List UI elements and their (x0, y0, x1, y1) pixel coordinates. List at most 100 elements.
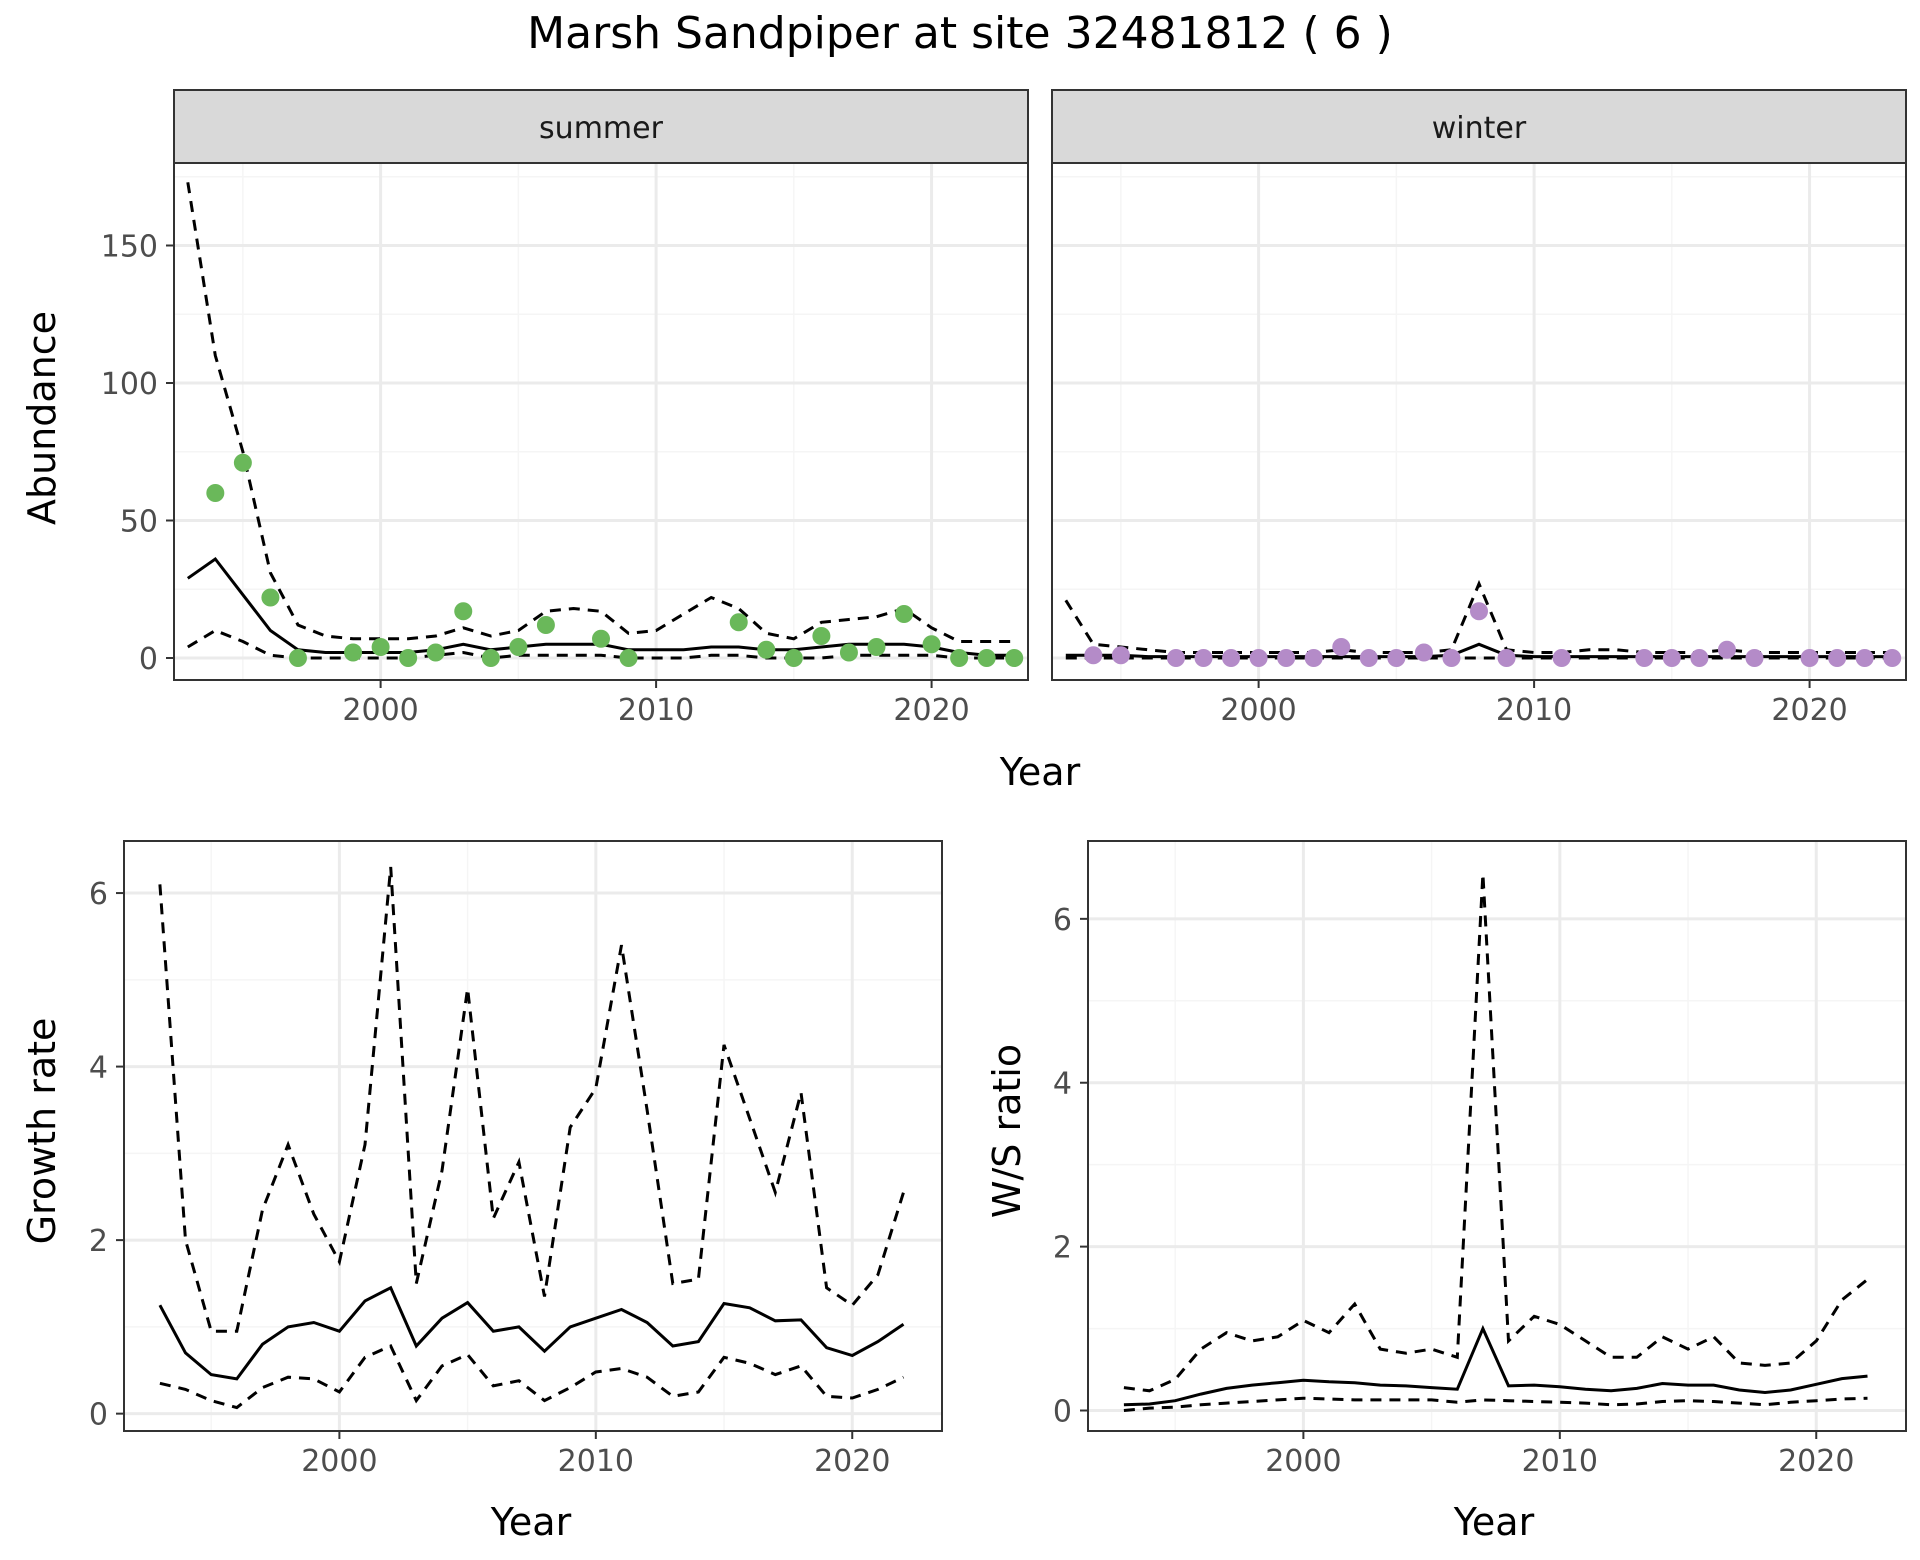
data-point (1552, 649, 1571, 667)
data-point (592, 629, 610, 648)
x-tick-label: 2020 (1771, 693, 1847, 728)
data-point (371, 638, 390, 656)
x-tick-label: 2000 (1220, 693, 1296, 728)
data-point (1005, 649, 1024, 667)
x-tick-label: 2000 (1265, 1444, 1341, 1479)
panel-border (123, 840, 943, 1432)
y-tick-label: 6 (89, 877, 108, 912)
data-point (1084, 646, 1103, 665)
facet-strip (1051, 89, 1907, 164)
y-tick-label: 2 (1053, 1231, 1072, 1266)
data-point (1497, 649, 1516, 667)
data-point (1828, 649, 1847, 667)
data-point (1717, 640, 1736, 659)
data-point (1304, 649, 1323, 667)
ws-ratio-panel: 2000 2010 2020 0 2 4 6 (1053, 840, 1907, 1479)
data-point (1332, 638, 1351, 656)
y-tick-label: 0 (139, 642, 158, 677)
data-point (454, 602, 473, 621)
abundance-winter-panel: 2000 2010 2020 winter (1051, 89, 1907, 728)
data-point (1635, 649, 1654, 667)
data-point (977, 649, 996, 667)
data-point (1855, 649, 1874, 667)
data-point (1249, 649, 1268, 667)
x-tick-label: 2020 (814, 1444, 890, 1479)
x-tick-label: 2010 (1522, 1444, 1598, 1479)
ratio-x-axis-title: Year (1453, 1500, 1535, 1544)
data-point (867, 638, 886, 656)
lower-bound-line (159, 1344, 905, 1410)
data-point (206, 484, 225, 502)
data-point (233, 453, 252, 472)
y-tick-label: 150 (101, 230, 158, 265)
x-tick-label: 2010 (618, 693, 694, 728)
y-tick-label: 6 (1053, 903, 1072, 938)
data-point (1222, 649, 1241, 667)
data-point (1414, 643, 1433, 662)
y-tick-label: 0 (1053, 1395, 1072, 1430)
data-point (1194, 649, 1213, 667)
panel-background (174, 163, 1028, 680)
growth-y-axis-title: Growth rate (20, 1018, 64, 1245)
x-tick-label: 2010 (558, 1444, 634, 1479)
data-point (288, 649, 307, 667)
growth-rate-panel: 2000 2010 2020 0 2 4 6 (89, 840, 943, 1479)
data-point (1662, 649, 1681, 667)
data-point (895, 605, 914, 623)
data-point (784, 649, 803, 667)
lower-bound-line (187, 628, 1015, 660)
data-point (1470, 602, 1488, 621)
data-point (1387, 649, 1406, 667)
y-tick-label: 0 (89, 1398, 108, 1433)
data-point (1690, 649, 1709, 667)
mean-line (158, 1285, 905, 1381)
growth-x-axis-title: Year (490, 1500, 572, 1544)
data-point (1442, 649, 1461, 667)
abundance-summer-panel: 2000 2010 2020 0 50 100 150 summer (101, 89, 1029, 728)
data-point (1359, 649, 1378, 667)
data-point (1166, 649, 1185, 667)
y-tick-label: 4 (1053, 1067, 1072, 1102)
data-point (950, 649, 969, 667)
y-tick-label: 100 (101, 367, 158, 402)
data-point (757, 640, 776, 659)
data-point (839, 643, 858, 662)
data-point (1745, 649, 1764, 667)
facet-strip-label: summer (539, 111, 664, 146)
x-tick-label: 2010 (1496, 693, 1572, 728)
data-point (399, 649, 418, 667)
abundance-x-axis-title: Year (999, 750, 1081, 794)
facet-strip (173, 89, 1029, 164)
x-tick-label: 2000 (301, 1444, 377, 1479)
data-point (426, 643, 445, 662)
y-tick-label: 4 (89, 1051, 108, 1086)
data-point (481, 649, 500, 667)
chart-title: Marsh Sandpiper at site 32481812 ( 6 ) (527, 8, 1393, 59)
x-tick-label: 2020 (1778, 1444, 1854, 1479)
mean-line (1123, 1324, 1868, 1407)
data-point (509, 638, 528, 656)
data-point (1883, 649, 1902, 667)
data-point (922, 635, 941, 654)
data-point (812, 627, 831, 645)
panel-background (1052, 163, 1906, 680)
x-tick-label: 2000 (342, 693, 418, 728)
upper-bound-line (158, 866, 905, 1333)
ratio-y-axis-title: W/S ratio (985, 1044, 1029, 1218)
data-point (1111, 646, 1130, 665)
data-point (344, 643, 363, 662)
data-point (536, 616, 555, 634)
panel-background (124, 841, 942, 1431)
data-point (1277, 649, 1296, 667)
panel-border (1087, 840, 1907, 1432)
y-tick-label: 2 (89, 1224, 108, 1259)
upper-bound-line (1123, 873, 1869, 1393)
x-tick-label: 2020 (893, 693, 969, 728)
abundance-y-axis-title: Abundance (20, 311, 64, 525)
lower-bound-line (1123, 1396, 1868, 1412)
data-point (729, 613, 748, 632)
data-point (261, 588, 280, 607)
facet-strip-label: winter (1432, 111, 1527, 146)
data-point (1800, 649, 1819, 667)
